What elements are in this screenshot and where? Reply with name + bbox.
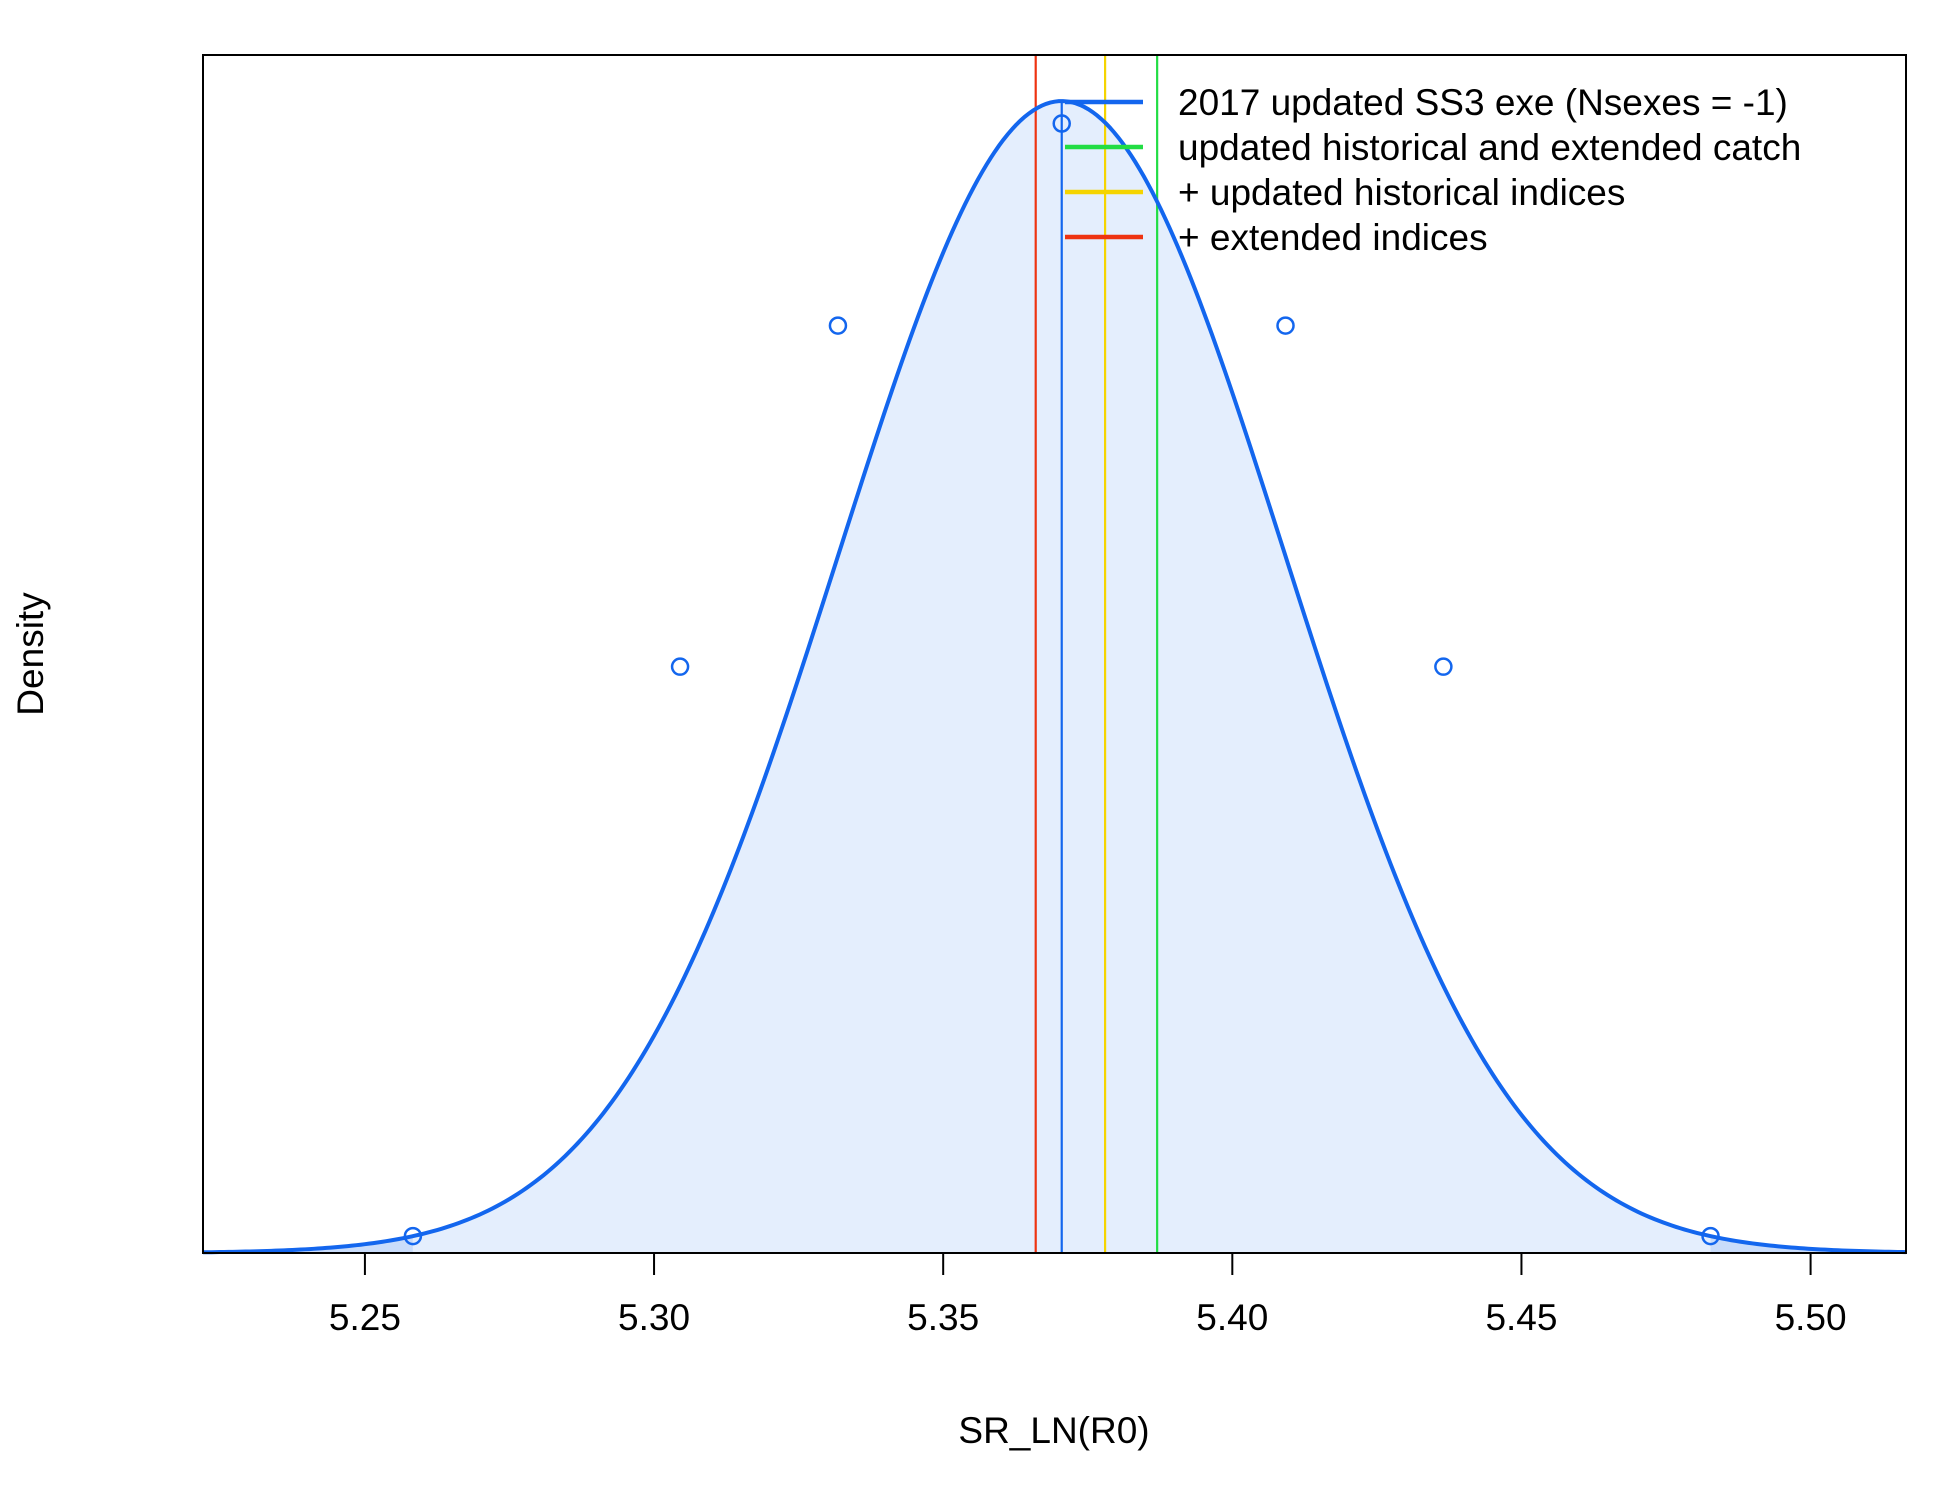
x-tick-label-5: 5.45 — [1485, 1297, 1557, 1338]
x-axis: 5.25 5.30 5.35 5.40 5.45 5.50 — [329, 1252, 1847, 1338]
legend-label-1: 2017 updated SS3 exe (Nsexes = -1) — [1178, 82, 1788, 123]
left-tail-fill — [203, 1236, 413, 1253]
curve-point-3 — [828, 316, 848, 335]
curve-point-4 — [1052, 114, 1071, 133]
curve-point-1 — [403, 1226, 423, 1246]
x-tick-label-6: 5.50 — [1775, 1297, 1847, 1338]
curve-point-6 — [1434, 657, 1453, 676]
right-tail-fill — [1710, 1236, 1906, 1253]
curve-point-7 — [1701, 1226, 1720, 1246]
curve-point-5 — [1276, 316, 1295, 335]
x-tick-label-2: 5.30 — [618, 1297, 690, 1338]
legend: 2017 updated SS3 exe (Nsexes = -1)update… — [1065, 82, 1801, 258]
x-tick-label-3: 5.35 — [907, 1297, 979, 1338]
curve-point-2 — [670, 657, 690, 676]
estimate-lines — [1034, 55, 1159, 1253]
legend-label-4: + extended indices — [1178, 217, 1488, 258]
legend-label-3: + updated historical indices — [1178, 172, 1625, 213]
x-axis-label: SR_LN(R0) — [958, 1410, 1149, 1451]
density-curve — [202, 99, 1907, 1255]
x-tick-label-4: 5.40 — [1196, 1297, 1268, 1338]
legend-label-2: updated historical and extended catch — [1178, 127, 1801, 168]
plot-area — [203, 101, 1906, 1254]
density-curve-layer — [202, 99, 1907, 1255]
x-tick-label-1: 5.25 — [329, 1297, 401, 1338]
y-axis-label: Density — [10, 592, 51, 716]
